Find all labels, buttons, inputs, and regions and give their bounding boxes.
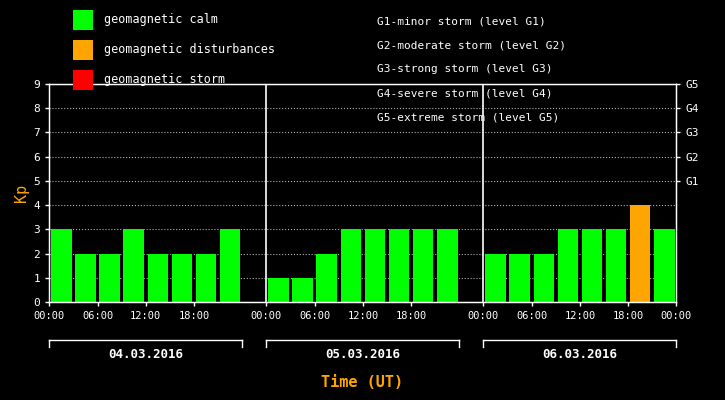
Bar — [510, 254, 530, 302]
Bar — [630, 205, 650, 302]
Text: geomagnetic disturbances: geomagnetic disturbances — [104, 44, 275, 56]
Bar — [389, 229, 410, 302]
Text: G1-minor storm (level G1): G1-minor storm (level G1) — [377, 16, 546, 26]
Text: 05.03.2016: 05.03.2016 — [326, 348, 400, 360]
Text: G3-strong storm (level G3): G3-strong storm (level G3) — [377, 64, 552, 74]
Bar — [268, 278, 289, 302]
Y-axis label: Kp: Kp — [14, 184, 29, 202]
Bar — [413, 229, 434, 302]
Bar — [485, 254, 506, 302]
Text: geomagnetic storm: geomagnetic storm — [104, 74, 225, 86]
Text: Time (UT): Time (UT) — [321, 375, 404, 390]
Bar — [196, 254, 216, 302]
Bar — [365, 229, 385, 302]
Bar — [51, 229, 72, 302]
Bar — [220, 229, 241, 302]
Bar — [437, 229, 457, 302]
Bar — [606, 229, 626, 302]
Bar — [341, 229, 361, 302]
Text: G2-moderate storm (level G2): G2-moderate storm (level G2) — [377, 40, 566, 50]
Bar — [172, 254, 192, 302]
Text: 04.03.2016: 04.03.2016 — [108, 348, 183, 360]
Bar — [123, 229, 144, 302]
Bar — [654, 229, 675, 302]
Text: G5-extreme storm (level G5): G5-extreme storm (level G5) — [377, 112, 559, 122]
Bar — [558, 229, 578, 302]
Bar — [292, 278, 312, 302]
Bar — [75, 254, 96, 302]
Text: geomagnetic calm: geomagnetic calm — [104, 14, 218, 26]
Text: G4-severe storm (level G4): G4-severe storm (level G4) — [377, 88, 552, 98]
Bar — [148, 254, 168, 302]
Bar — [534, 254, 554, 302]
Bar — [99, 254, 120, 302]
Bar — [581, 229, 602, 302]
Bar — [316, 254, 337, 302]
Text: 06.03.2016: 06.03.2016 — [542, 348, 618, 360]
